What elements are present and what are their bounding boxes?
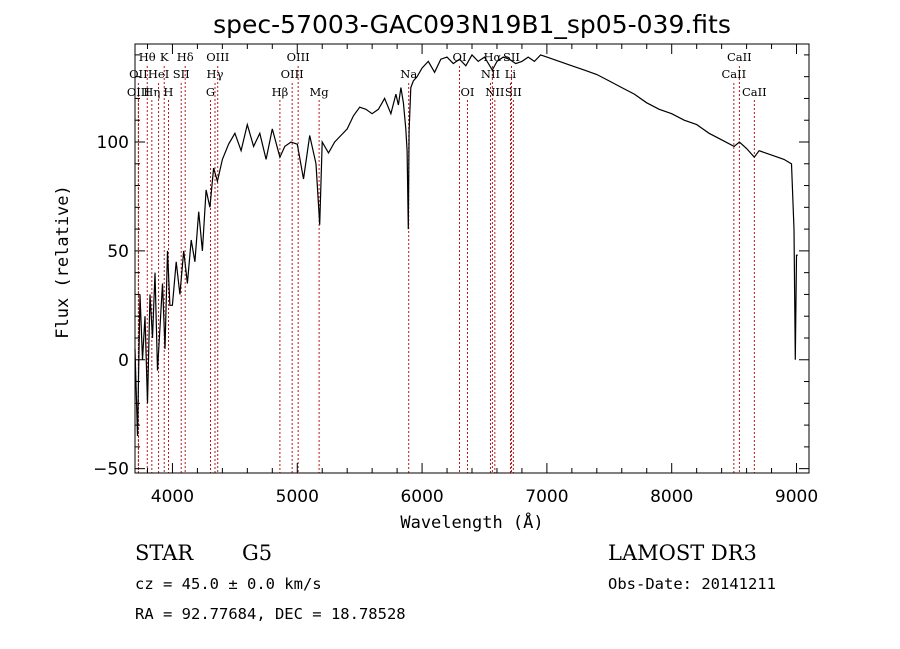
spectral-line-label: OIII [127,85,150,99]
y-axis-label: Flux (relative) [53,185,73,339]
spectral-line-label: Hη [143,85,160,99]
spectral-line-label: Na [400,67,417,81]
y-tick-label: 0 [118,351,129,371]
spectral-line-label: Hδ [177,50,194,64]
spectral-line-label: SII [503,50,520,64]
y-axis-ticks: −50 0 50 100 [93,54,809,480]
spectral-line-label: Hθ [139,50,156,64]
spectral-line-label: NII [485,85,504,99]
spectral-line-label: OI [453,50,467,64]
chart-title: spec-57003-GAC093N19B1_sp05-039.fits [213,10,731,39]
spectral-line-label: Hβ [272,85,289,99]
spectral-line-label: CaII [721,67,746,81]
x-tick-label: 6000 [400,487,443,507]
spectral-line-label: NII [481,67,500,81]
plot-frame [134,43,810,474]
spectral-line-label: OII [129,67,148,81]
x-tick-label: 7000 [525,487,568,507]
spectral-line-label: SII [173,67,190,81]
flux-series-line [134,53,798,437]
y-tick-label: 50 [107,242,129,262]
spectral-line-label: G [206,85,215,99]
y-tick-label: −50 [93,460,129,480]
spectral-line-label: SII [505,85,522,99]
spectral-line-label: HeI [148,67,169,81]
spectral-line-label: OIII [287,50,310,64]
coordinates-readout: RA = 92.77684, DEC = 18.78528 [135,605,406,623]
spectral-line-label: OIII [206,50,229,64]
x-axis-ticks: 4000 5000 6000 7000 8000 9000 [146,44,818,507]
spectral-line-label: K [160,50,169,64]
x-axis-label: Wavelength (Å) [400,511,543,533]
y-tick-label: 100 [97,133,129,153]
x-tick-label: 9000 [775,487,818,507]
spectral-line-label: CaII [742,85,767,99]
spectral-subclass: G5 [242,541,272,565]
spectral-line-label: CaII [727,50,752,64]
spectral-line-label: OI [461,85,475,99]
spectral-line-label: Li [505,67,517,81]
spectral-line-markers: Hθ OII OIII K HeI Hη SII Hδ H OIII Hγ G OIII OIII Hβ Mg… [127,50,767,473]
spectral-line-label: H [163,85,173,99]
survey-name: LAMOST DR3 [608,541,757,565]
object-class: STAR [135,541,194,565]
x-tick-label: 8000 [650,487,693,507]
x-tick-label: 4000 [151,487,194,507]
redshift-readout: cz = 45.0 ± 0.0 km/s [135,575,322,593]
observation-date: Obs-Date: 20141211 [608,575,776,593]
x-tick-label: 5000 [276,487,319,507]
spectral-line-label: Mg [310,85,330,99]
spectral-line-label: Hα [483,50,501,64]
spectral-line-label: OIII [281,67,304,81]
spectral-line-label: Hγ [207,67,224,81]
